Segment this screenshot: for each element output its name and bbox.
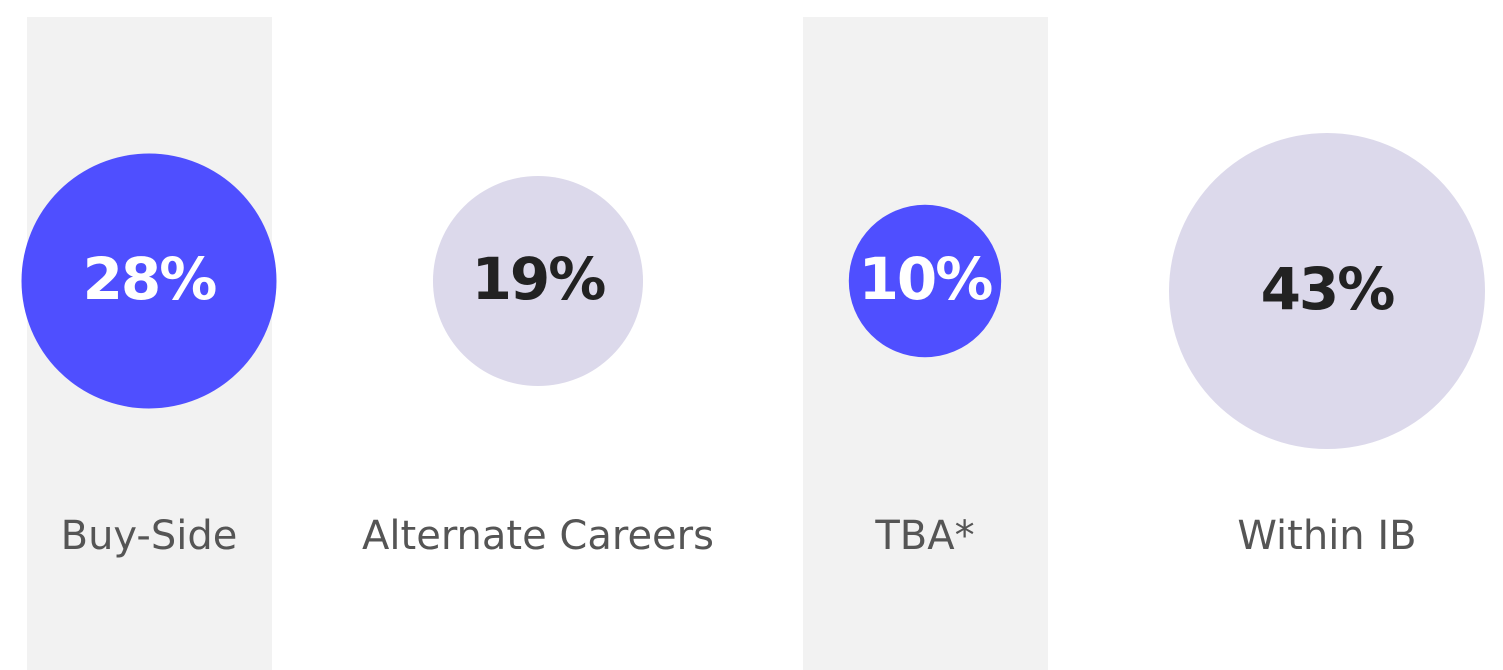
value-label: 19% — [472, 245, 606, 313]
bubble — [432, 175, 644, 387]
category-label: Alternate Careers — [362, 513, 714, 559]
value-label: 43% — [1261, 255, 1395, 323]
category-label: Within IB — [1237, 513, 1416, 559]
category-label: TBA* — [874, 513, 974, 559]
bubble — [848, 204, 1002, 358]
category-label: Buy-Side — [61, 513, 238, 559]
value-label: 10% — [859, 245, 993, 313]
bubble — [21, 153, 277, 409]
value-label: 28% — [83, 245, 217, 313]
bubble — [1169, 133, 1485, 449]
